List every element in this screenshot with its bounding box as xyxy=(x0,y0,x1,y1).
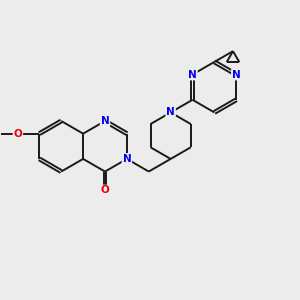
Text: O: O xyxy=(14,129,22,139)
Text: N: N xyxy=(100,116,109,126)
Text: N: N xyxy=(166,107,175,117)
Text: O: O xyxy=(100,185,109,196)
Text: N: N xyxy=(122,154,131,164)
Text: N: N xyxy=(232,70,241,80)
Text: N: N xyxy=(188,70,197,80)
